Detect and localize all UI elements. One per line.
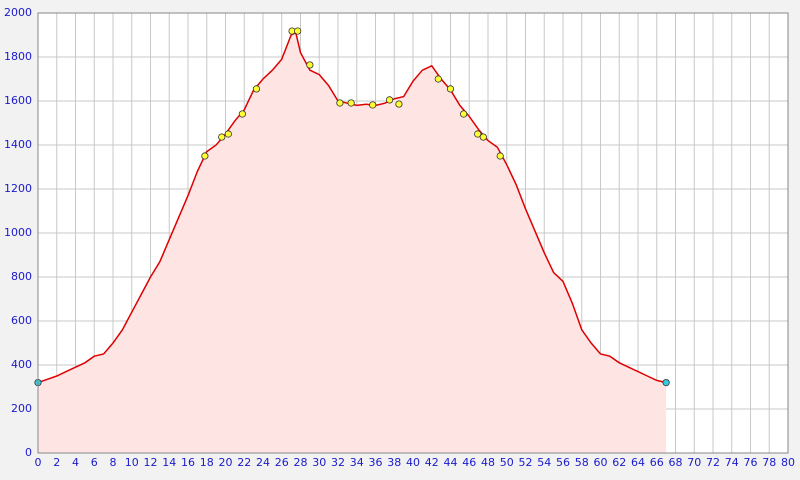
y-tick-label: 400 — [11, 358, 32, 371]
x-tick-label: 4 — [72, 456, 79, 469]
waypoint-marker — [446, 85, 455, 93]
y-tick-label: 0 — [25, 446, 32, 459]
x-tick-label: 56 — [556, 456, 570, 469]
x-tick-label: 28 — [294, 456, 308, 469]
x-tick-label: 16 — [181, 456, 195, 469]
y-tick-label: 1600 — [4, 94, 32, 107]
y-tick-label: 2000 — [4, 6, 32, 19]
y-tick-label: 800 — [11, 270, 32, 283]
x-tick-label: 80 — [781, 456, 795, 469]
x-tick-label: 60 — [594, 456, 608, 469]
x-tick-label: 36 — [369, 456, 383, 469]
waypoint-marker — [224, 130, 232, 138]
x-tick-label: 2 — [53, 456, 60, 469]
x-tick-label: 32 — [331, 456, 345, 469]
x-tick-label: 24 — [256, 456, 270, 469]
waypoint-marker — [336, 99, 344, 107]
x-tick-label: 74 — [725, 456, 739, 469]
x-tick-label: 38 — [387, 456, 401, 469]
x-tick-label: 62 — [612, 456, 626, 469]
x-tick-label: 68 — [669, 456, 683, 469]
x-tick-label: 72 — [706, 456, 720, 469]
waypoint-marker — [479, 133, 487, 141]
y-tick-label: 1400 — [4, 138, 32, 151]
x-tick-label: 54 — [537, 456, 551, 469]
x-tick-label: 12 — [144, 456, 158, 469]
waypoint-marker — [395, 100, 403, 108]
y-tick-label: 1200 — [4, 182, 32, 195]
y-tick-label: 1800 — [4, 50, 32, 63]
x-tick-label: 40 — [406, 456, 420, 469]
waypoint-marker — [496, 152, 504, 160]
x-tick-label: 10 — [125, 456, 139, 469]
x-tick-label: 18 — [200, 456, 214, 469]
x-tick-label: 50 — [500, 456, 514, 469]
x-tick-label: 58 — [575, 456, 589, 469]
line — [37, 31, 667, 384]
x-tick-label: 48 — [481, 456, 495, 469]
x-tick-label: 66 — [650, 456, 664, 469]
waypoint-marker — [474, 130, 482, 138]
waypoint-marker — [306, 61, 314, 69]
x-tick-label: 76 — [744, 456, 758, 469]
x-tick-label: 20 — [219, 456, 233, 469]
plot-border — [37, 12, 789, 454]
x-tick-label: 42 — [425, 456, 439, 469]
x-tick-label: 0 — [35, 456, 42, 469]
waypoint-marker — [385, 96, 394, 104]
waypoint-marker — [218, 133, 226, 141]
y-tick-label: 1000 — [4, 226, 32, 239]
x-tick-label: 64 — [631, 456, 645, 469]
y-tick-label: 600 — [11, 314, 32, 327]
x-tick-label: 8 — [110, 456, 117, 469]
waypoint-marker — [347, 99, 355, 107]
x-tick-label: 70 — [687, 456, 701, 469]
x-tick-label: 22 — [237, 456, 251, 469]
endpoint-marker — [662, 378, 670, 387]
x-tick-label: 52 — [519, 456, 533, 469]
x-tick-label: 44 — [444, 456, 458, 469]
waypoint-marker — [294, 27, 302, 35]
x-tick-label: 46 — [462, 456, 476, 469]
x-tick-label: 78 — [762, 456, 776, 469]
waypoint-marker — [252, 85, 261, 93]
waypoint-marker — [201, 152, 209, 160]
x-tick-label: 34 — [350, 456, 364, 469]
x-tick-label: 30 — [312, 456, 326, 469]
waypoint-marker — [460, 110, 468, 118]
waypoint-marker — [434, 75, 442, 83]
waypoint-marker — [369, 101, 377, 109]
y-tick-label: 200 — [11, 402, 32, 415]
x-tick-label: 6 — [91, 456, 98, 469]
x-tick-label: 14 — [162, 456, 176, 469]
waypoint-marker — [238, 110, 246, 118]
x-tick-label: 26 — [275, 456, 289, 469]
area-fill — [38, 32, 667, 454]
